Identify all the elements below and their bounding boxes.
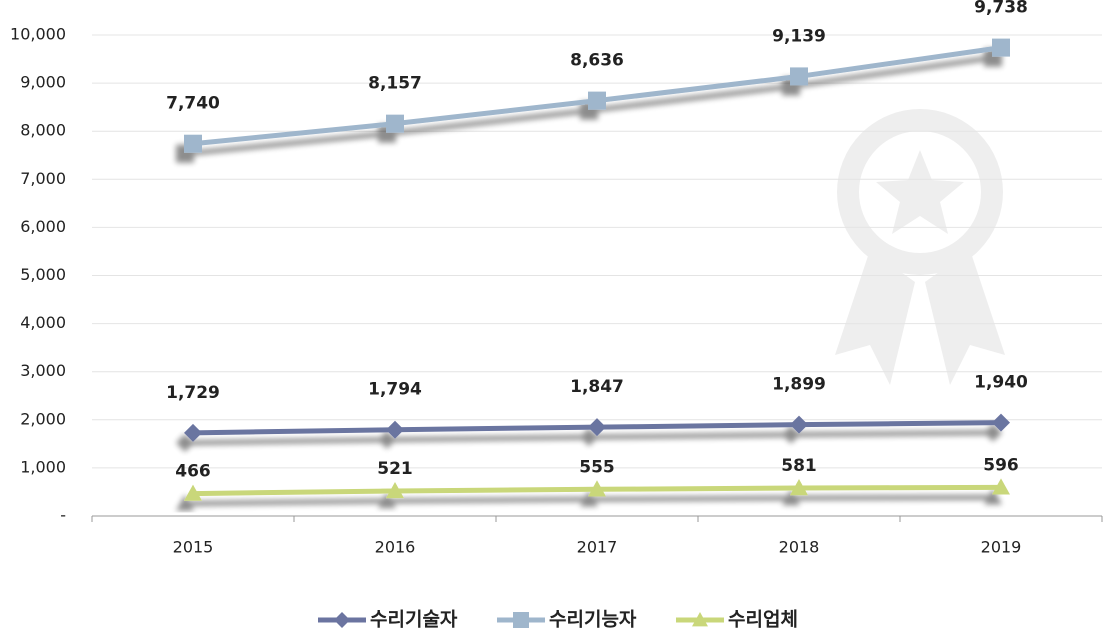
- data-label: 7,740: [166, 94, 220, 114]
- data-label: 466: [175, 462, 211, 482]
- y-tick-label: 8,000: [20, 121, 66, 140]
- marker: [386, 481, 404, 499]
- watermark: [835, 109, 1005, 385]
- y-tick-label: 1,000: [20, 457, 66, 476]
- marker: [588, 91, 606, 110]
- data-label: 8,636: [570, 51, 624, 71]
- data-label: 9,738: [974, 0, 1028, 18]
- marker: [790, 415, 808, 434]
- legend-label: 수리기술자: [370, 609, 458, 631]
- marker: [184, 423, 202, 442]
- marker: [992, 478, 1010, 495]
- series: [184, 413, 1010, 442]
- marker: [588, 480, 606, 497]
- series: [184, 38, 1010, 153]
- x-tick-label: 2017: [577, 538, 618, 557]
- data-label: 1,940: [974, 373, 1028, 393]
- data-label: 596: [983, 455, 1019, 475]
- y-tick-label: -: [60, 506, 66, 525]
- marker: [184, 484, 202, 501]
- y-tick-label: 9,000: [20, 73, 66, 92]
- data-label: 1,899: [772, 375, 826, 395]
- x-tick-label: 2015: [173, 538, 214, 557]
- y-tick-label: 6,000: [20, 217, 66, 236]
- data-label: 1,794: [368, 380, 422, 400]
- legend-label: 수리업체: [728, 609, 798, 631]
- marker: [992, 38, 1010, 57]
- x-tick-label: 2018: [779, 538, 820, 557]
- marker: [992, 413, 1010, 432]
- marker: [588, 418, 606, 437]
- data-label: 581: [781, 456, 817, 476]
- data-label: 521: [377, 459, 413, 479]
- data-label: 1,729: [166, 383, 220, 403]
- data-label: 9,139: [772, 26, 826, 46]
- y-tick-label: 3,000: [20, 361, 66, 380]
- legend-label: 수리기능자: [549, 609, 637, 631]
- x-tick-label: 2016: [375, 538, 416, 557]
- marker: [790, 67, 808, 86]
- data-label: 555: [579, 457, 615, 477]
- marker: [692, 612, 708, 627]
- y-tick-label: 4,000: [20, 313, 66, 332]
- series: [184, 478, 1010, 501]
- data-label: 1,847: [570, 377, 624, 397]
- marker: [184, 134, 202, 153]
- marker: [790, 479, 808, 496]
- data-label: 8,157: [368, 74, 422, 94]
- x-tick-label: 2019: [981, 538, 1022, 557]
- y-tick-label: 10,000: [10, 25, 66, 44]
- marker: [334, 612, 350, 628]
- marker: [513, 612, 529, 628]
- marker: [386, 420, 404, 439]
- marker: [386, 114, 404, 133]
- y-tick-label: 5,000: [20, 265, 66, 284]
- y-tick-label: 2,000: [20, 409, 66, 428]
- y-tick-label: 7,000: [20, 169, 66, 188]
